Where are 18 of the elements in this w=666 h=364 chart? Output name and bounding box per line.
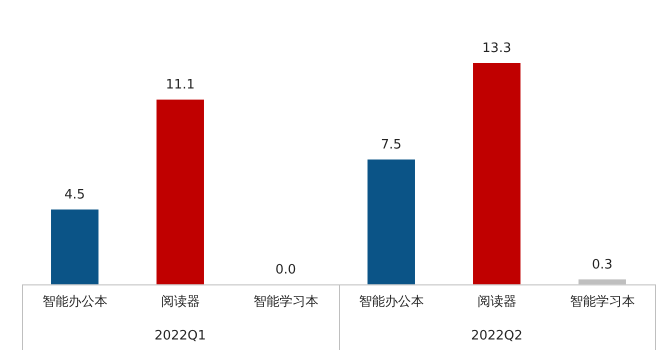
x-tick-label: 阅读器 <box>160 294 200 310</box>
x-tick-label: 智能学习本 <box>253 294 318 310</box>
x-tick-label: 智能办公本 <box>358 294 424 310</box>
x-tick-label: 阅读器 <box>477 294 516 310</box>
data-label: 7.5 <box>380 137 402 152</box>
data-label: 0.3 <box>592 257 613 272</box>
data-label: 0.0 <box>275 262 296 278</box>
bar <box>51 209 98 284</box>
bar <box>368 160 415 284</box>
text: 2022Q1 <box>154 328 206 344</box>
bar <box>473 62 520 284</box>
x-tick-label: 智能学习本 <box>570 294 635 310</box>
bar <box>156 100 204 284</box>
text: 2022Q2 <box>470 328 523 344</box>
data-label: 4.5 <box>64 187 86 202</box>
data-label: 11.1 <box>166 77 195 92</box>
data-label: 13.3 <box>482 40 512 56</box>
x-tick-label: 智能办公本 <box>42 294 108 310</box>
